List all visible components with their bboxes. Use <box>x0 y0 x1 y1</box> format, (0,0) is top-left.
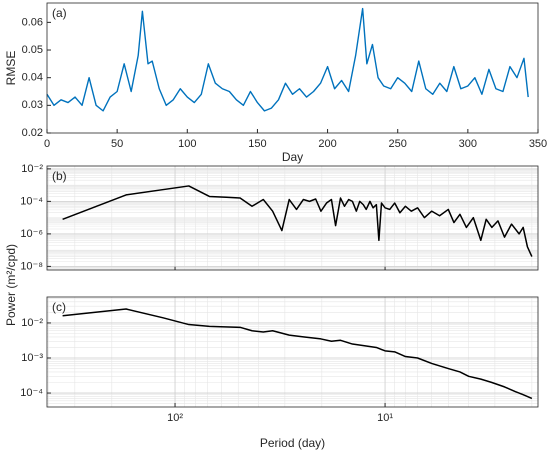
x-tick-label: 0 <box>44 138 50 150</box>
y-tick-label: 0.05 <box>22 44 43 56</box>
y-tick-label: 0.06 <box>22 16 43 28</box>
y-tick-label: 10⁻² <box>21 317 43 329</box>
x-tick-label: 50 <box>111 138 123 150</box>
y-tick-label: 10⁻³ <box>21 352 43 364</box>
y-tick-label: 0.03 <box>22 99 43 111</box>
y-tick-label: 10⁻⁴ <box>20 195 43 207</box>
y-axis-label: Power (m²/cpd) <box>4 244 18 326</box>
axes-box <box>46 2 539 134</box>
plot-area <box>47 3 538 133</box>
x-tick-label: 150 <box>248 138 266 150</box>
x-tick-label: 300 <box>459 138 477 150</box>
axes-box <box>46 296 539 408</box>
x-tick-label: 100 <box>178 138 196 150</box>
data-line <box>62 308 533 400</box>
x-tick-label: 350 <box>529 138 547 150</box>
data-line <box>46 7 529 112</box>
panel-label: (b) <box>52 169 67 183</box>
y-tick-label: 0.04 <box>22 72 43 84</box>
panel-label: (a) <box>52 6 67 20</box>
axes-box <box>46 165 539 271</box>
x-tick-label: 10² <box>167 412 183 424</box>
y-axis-label: RMSE <box>4 51 18 86</box>
plot-area <box>47 166 538 270</box>
y-tick-label: 10⁻⁸ <box>20 260 43 272</box>
x-axis-label: Day <box>282 150 303 164</box>
panel-label: (c) <box>52 300 66 314</box>
x-axis-label: Period (day) <box>260 436 325 450</box>
plot-area <box>47 297 538 407</box>
data-line <box>62 185 533 257</box>
y-tick-label: 0.02 <box>22 127 43 139</box>
y-tick-label: 10⁻² <box>21 163 43 175</box>
y-tick-label: 10⁻⁴ <box>20 387 43 399</box>
x-tick-label: 10¹ <box>377 412 393 424</box>
x-tick-label: 200 <box>318 138 336 150</box>
y-tick-label: 10⁻⁶ <box>20 228 43 240</box>
x-tick-label: 250 <box>389 138 407 150</box>
